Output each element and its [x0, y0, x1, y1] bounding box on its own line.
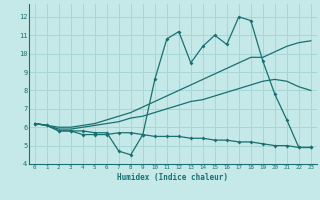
X-axis label: Humidex (Indice chaleur): Humidex (Indice chaleur) [117, 173, 228, 182]
